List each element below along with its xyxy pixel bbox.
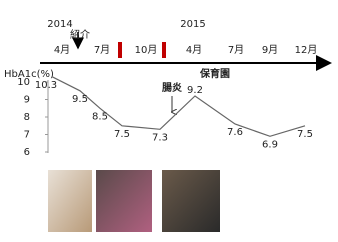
data-label: 7.6 — [227, 127, 243, 138]
y-tick-label: 7 — [24, 130, 30, 141]
data-label: 9.5 — [72, 94, 88, 105]
data-label: 7.5 — [297, 129, 313, 140]
month-label: 4月 — [186, 44, 202, 56]
y-tick-label: 8 — [24, 112, 30, 123]
y-tick-label: 10 — [17, 77, 30, 88]
month-label: 10月 — [135, 44, 158, 56]
data-label: 6.9 — [262, 139, 278, 150]
data-label: 8.5 — [92, 111, 108, 122]
photo — [96, 170, 152, 232]
month-label: 7月 — [228, 44, 244, 56]
photo — [162, 170, 220, 232]
y-tick-label: 9 — [24, 95, 30, 106]
nursery-label: 保育園 — [199, 67, 230, 80]
year-label: 2014 — [47, 19, 72, 30]
data-label: 10.3 — [35, 80, 57, 91]
annotation-label: 腸炎 — [162, 81, 182, 94]
event-bar — [118, 42, 122, 58]
data-label: 7.5 — [114, 129, 130, 140]
month-label: 12月 — [295, 44, 318, 56]
data-label: 7.3 — [152, 132, 168, 143]
month-label: 7月 — [94, 44, 110, 56]
photo — [48, 170, 92, 232]
referral-label: 紹介 — [70, 28, 90, 41]
event-bar — [162, 42, 166, 58]
month-label: 4月 — [54, 44, 70, 56]
y-tick-label: 6 — [24, 147, 30, 158]
data-label: 9.2 — [187, 85, 203, 96]
year-label: 2015 — [180, 19, 205, 30]
month-label: 9月 — [262, 44, 278, 56]
figure: 201420154月7月10月4月7月9月12月紹介保育園HbA1c(%)678… — [0, 0, 338, 242]
